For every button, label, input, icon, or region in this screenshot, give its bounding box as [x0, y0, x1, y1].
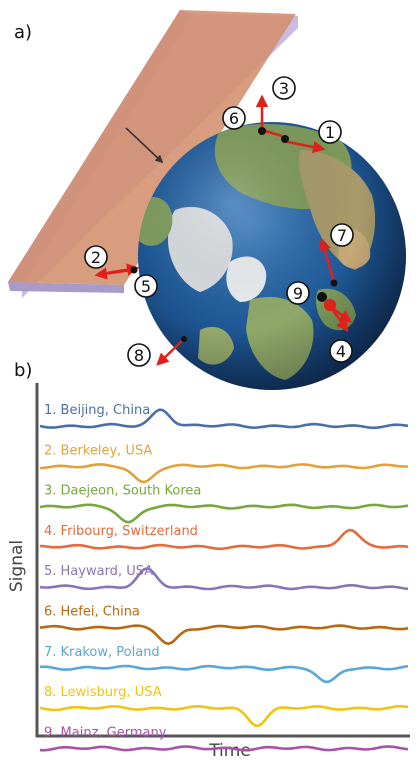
trace-label-4: 4. Fribourg, Switzerland [44, 524, 198, 539]
trace-label-5: 5. Hayward, USA [44, 564, 153, 579]
trace-label-8: 8. Lewisburg, USA [44, 685, 162, 700]
y-axis-label: Signal [7, 540, 27, 592]
svg-text:5: 5 [141, 277, 151, 296]
x-axis-label: Time [208, 741, 251, 761]
svg-text:4: 4 [336, 342, 346, 361]
sensor-arrows [94, 94, 353, 366]
trace-line-5 [39, 567, 409, 591]
svg-text:2: 2 [91, 248, 101, 267]
panel-a-label: a) [14, 22, 32, 43]
svg-text:6: 6 [229, 109, 239, 128]
trace-label-1: 1. Beijing, China [44, 403, 150, 418]
trace-line-2 [39, 463, 409, 484]
sensor-marker-9: 9 [286, 281, 310, 305]
trace-line-8 [39, 704, 409, 728]
sensor-marker-4: 4 [329, 339, 353, 363]
sensor-marker-1: 1 [318, 120, 342, 144]
sensor-marker-8: 8 [127, 343, 151, 367]
sensor-markers: 1 2 3 4 5 6 7 8 9 [84, 76, 354, 367]
svg-text:1: 1 [325, 123, 335, 142]
signal-traces: 1. Beijing, China 2. Berkeley, USA 3. Daej… [39, 403, 409, 752]
trace-line-6 [39, 624, 409, 646]
trace-label-3: 3. Daejeon, South Korea [44, 484, 201, 499]
sensor-marker-5: 5 [134, 274, 158, 298]
trace-label-9: 9. Mainz, Germany [44, 725, 167, 740]
trace-line-7 [39, 664, 409, 684]
trace-line-1 [39, 408, 409, 430]
trace-label-2: 2. Berkeley, USA [44, 443, 152, 458]
sensor-marker-3: 3 [272, 76, 296, 100]
panel-b-label: b) [14, 360, 32, 381]
svg-text:9: 9 [293, 284, 303, 303]
svg-text:8: 8 [134, 346, 144, 365]
sensor-marker-7: 7 [330, 223, 354, 247]
earth-globe [138, 122, 406, 390]
trace-line-4 [39, 528, 409, 551]
trace-line-3 [39, 503, 409, 524]
slab-normal-arrow [125, 127, 164, 164]
svg-text:7: 7 [337, 226, 347, 245]
sensor-marker-6: 6 [222, 106, 246, 130]
sensor-marker-2: 2 [84, 245, 108, 269]
svg-text:3: 3 [279, 79, 289, 98]
trace-label-6: 6. Hefei, China [44, 605, 140, 620]
trace-line-9 [39, 745, 409, 752]
trace-label-7: 7. Krakow, Poland [44, 645, 160, 660]
